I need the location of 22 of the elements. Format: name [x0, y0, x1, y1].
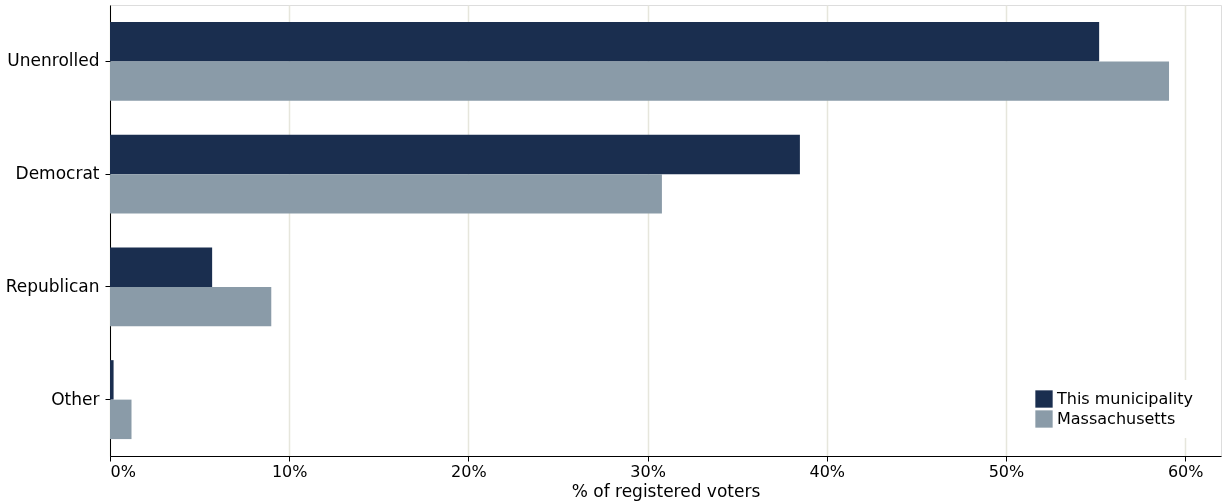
bar [110, 247, 213, 287]
x-axis-title: % of registered voters [571, 480, 761, 501]
x-tick-label: 60% [1167, 461, 1204, 481]
x-tick-label: 40% [809, 461, 846, 481]
x-tick-label: 0% [110, 461, 136, 481]
bar [110, 61, 1170, 101]
legend-label: This municipality [1056, 389, 1193, 408]
bar [110, 174, 662, 214]
bar [110, 286, 272, 327]
bar [110, 399, 132, 440]
y-tick-label: Republican [5, 275, 100, 296]
bar [110, 360, 114, 400]
x-tick-label: 50% [988, 461, 1025, 481]
x-tick-label: 10% [271, 461, 308, 481]
legend-label: Massachusetts [1057, 409, 1176, 428]
x-tick-label: 20% [451, 461, 487, 481]
bar [110, 134, 800, 175]
x-tick-label: 30% [630, 461, 666, 481]
bar [110, 21, 1100, 62]
y-tick-label: Other [51, 388, 100, 409]
y-tick-label: Unenrolled [7, 50, 100, 71]
y-tick-label: Democrat [15, 163, 100, 184]
